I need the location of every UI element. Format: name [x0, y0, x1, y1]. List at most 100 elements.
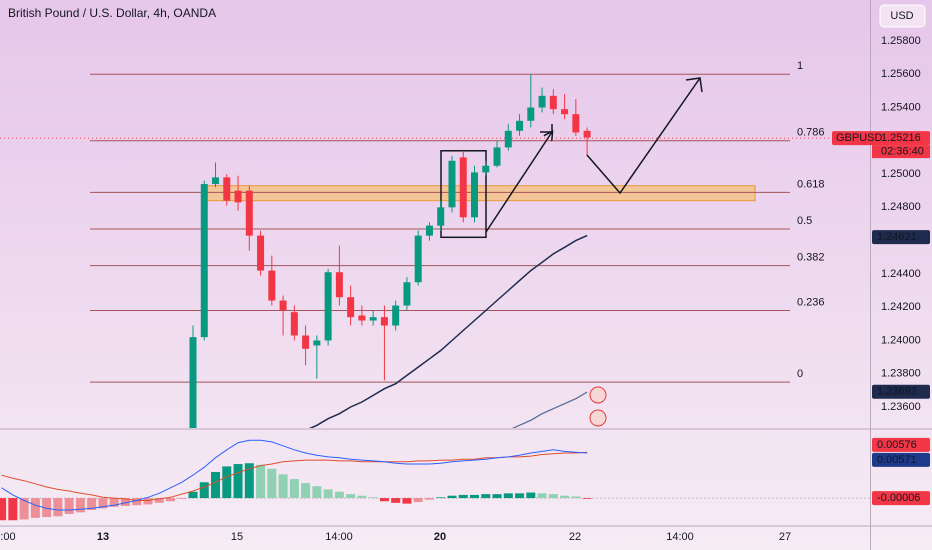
histogram-bar	[256, 464, 266, 499]
symbol-bg	[832, 131, 930, 146]
histogram-bar	[289, 479, 299, 499]
fib-label: 1	[797, 60, 803, 72]
histogram-bar	[64, 498, 74, 514]
candle-body	[347, 297, 355, 318]
candle-body	[279, 300, 287, 311]
histogram-bar	[30, 498, 40, 518]
ma-label: 1.24621	[877, 231, 917, 243]
moving-average-2	[511, 391, 588, 428]
price-pane: 1 0.786 0.618 0.5 0.382 0.236 0	[0, 60, 870, 428]
histogram-bar	[481, 494, 491, 499]
arrow-head	[685, 77, 703, 93]
candle-body	[549, 95, 557, 110]
histogram-bar	[244, 463, 254, 499]
histogram-bar	[8, 498, 18, 521]
histogram-bar	[515, 493, 525, 499]
candle-body	[583, 130, 591, 138]
macd-line	[1, 439, 588, 511]
currency-button[interactable]	[879, 4, 926, 28]
candle-body	[234, 190, 242, 203]
signal-value-bg	[872, 437, 930, 452]
histogram-bar	[165, 498, 175, 502]
ma2-label-bg	[872, 384, 930, 399]
candle-body	[380, 317, 388, 326]
histogram-bar	[19, 498, 29, 520]
chart-title: British Pound / U.S. Dollar, 4h, OANDA	[8, 6, 216, 20]
histogram-bar	[120, 498, 130, 506]
countdown-bg	[872, 145, 930, 159]
y-tick-label: 1.23600	[881, 401, 921, 413]
y-tick-label: 1.23800	[881, 368, 921, 380]
histogram-bar	[154, 498, 164, 503]
histogram-bar	[368, 497, 378, 499]
histogram-bar	[560, 495, 570, 499]
candle-body	[425, 225, 433, 236]
candle-body	[223, 177, 231, 201]
event-icon[interactable]	[589, 409, 607, 427]
histogram-bar	[334, 491, 344, 499]
histogram-bar	[199, 482, 209, 499]
histogram-bar	[582, 498, 592, 499]
fib-label: 0.786	[797, 127, 825, 139]
currency-label[interactable]: USD	[890, 10, 913, 22]
histogram-bar	[357, 495, 367, 499]
histogram-bar	[470, 494, 479, 499]
histogram-value-bg	[872, 491, 930, 506]
last-price-label: 1.25216	[881, 132, 921, 144]
symbol-label: GBPUSD	[836, 132, 883, 144]
candle-body	[302, 335, 310, 349]
histogram-bar	[436, 497, 446, 499]
histogram-value: -0.00006	[877, 492, 920, 504]
arrow-up	[485, 132, 552, 233]
axes: 1.25800 1.25600 1.25400 1.25000 1.24800 1.244…	[0, 35, 930, 543]
countdown-label: 02:36:40	[881, 146, 924, 158]
x-tick-label: 20	[434, 531, 446, 543]
x-tick-label: 14:00	[666, 531, 694, 543]
x-tick-label: 27	[779, 531, 791, 543]
candle-body	[358, 315, 366, 321]
histogram-bar	[458, 494, 468, 499]
histogram-bar	[301, 483, 311, 499]
moving-average	[308, 234, 588, 428]
histogram-bar	[42, 498, 52, 518]
event-icon[interactable]	[589, 386, 607, 404]
arrow-head	[540, 124, 553, 133]
histogram-bar	[323, 489, 333, 499]
histogram-bar	[177, 498, 187, 499]
fib-label: 0.618	[797, 178, 825, 190]
candle-body	[459, 157, 467, 218]
candle-body	[189, 337, 197, 428]
candle-body	[212, 177, 220, 185]
histogram-bar	[402, 498, 412, 504]
y-tick-label: 1.25400	[881, 101, 921, 113]
x-tick-label: 13	[97, 531, 109, 543]
histogram-bar	[447, 495, 457, 499]
x-tick-label: 15	[231, 531, 243, 543]
signal-line	[1, 451, 588, 501]
candle-body	[335, 272, 343, 298]
histogram-bar	[143, 498, 153, 505]
candle-body	[527, 107, 535, 121]
candle-body	[448, 160, 456, 208]
histogram-bar	[346, 494, 356, 499]
candle-body	[572, 114, 580, 133]
fib-label: 0.382	[797, 251, 825, 263]
histogram-bar	[267, 468, 277, 499]
histogram-bar	[87, 498, 97, 510]
y-tick-label: 1.25600	[881, 68, 921, 80]
x-tick-label: 14:00	[325, 531, 353, 543]
candle-body	[290, 312, 298, 336]
y-tick-label: 1.24200	[881, 301, 921, 313]
histogram-bar	[492, 494, 502, 499]
candle-body	[471, 172, 478, 218]
candle-body	[437, 207, 445, 226]
candle-body	[561, 109, 569, 115]
histogram-bar	[548, 494, 558, 499]
fib-label: 0.5	[797, 215, 812, 227]
macd-value: 0.00571	[877, 454, 917, 466]
histogram-bar	[98, 498, 108, 509]
ma2-label: 1.23692	[877, 386, 917, 398]
macd-pane	[0, 439, 870, 521]
histogram-bar	[211, 471, 221, 499]
histogram-bar	[413, 498, 423, 503]
